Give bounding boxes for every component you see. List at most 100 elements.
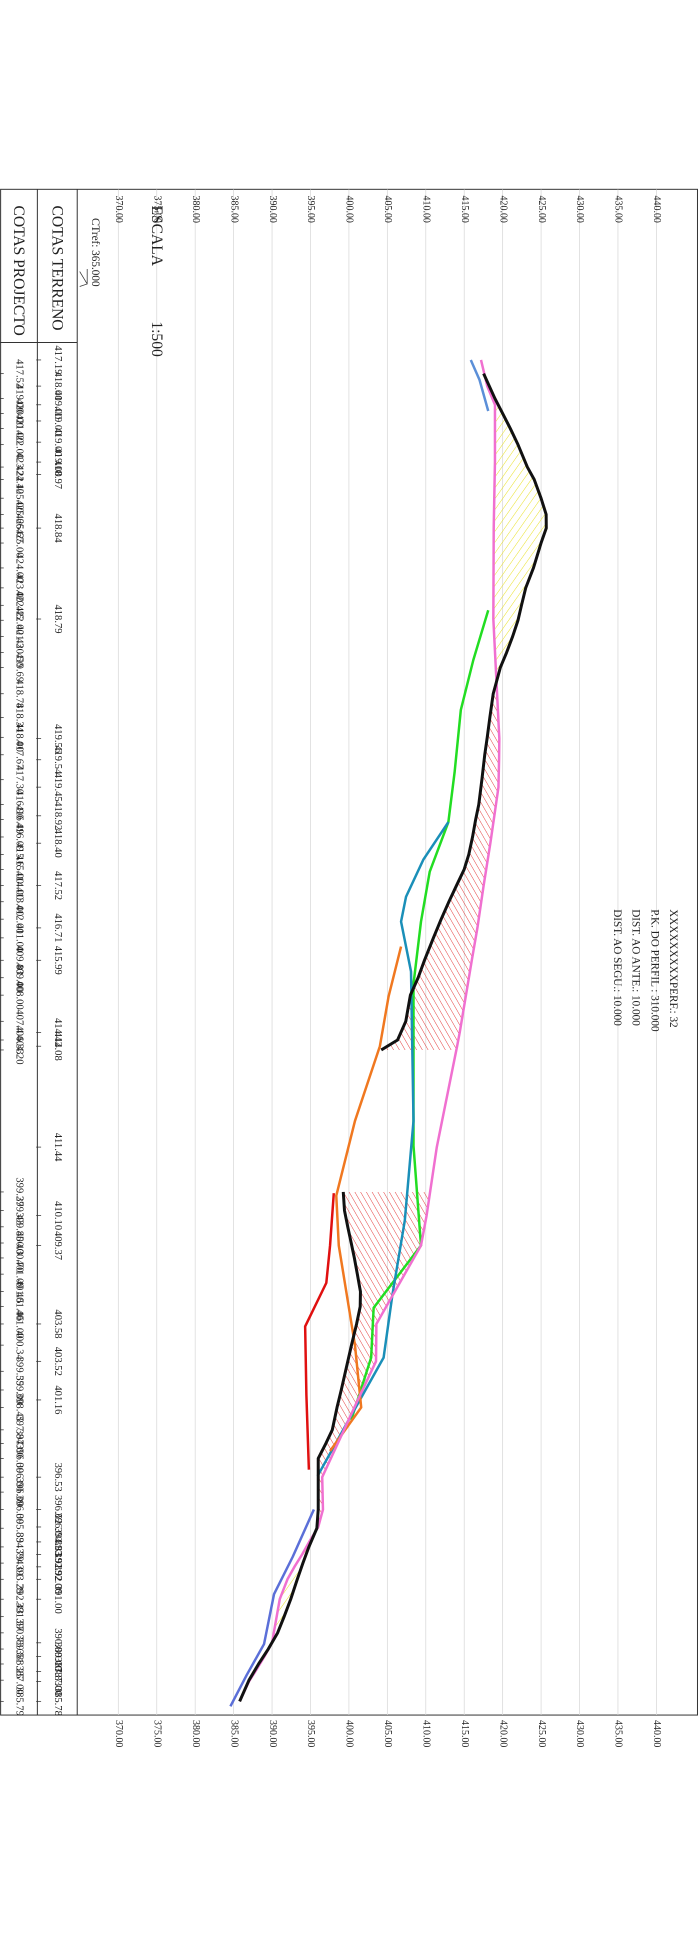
hatch-strip [414, 982, 469, 986]
elevation-label: 391.57 [13, 1602, 24, 1631]
hatch-strip [419, 972, 470, 976]
hatch-strip [464, 865, 487, 869]
axis-label: 440.00 [651, 1720, 662, 1747]
hatch-strip [425, 955, 473, 958]
hatch-strip [494, 417, 506, 420]
elevation-label: 421.3 [13, 625, 24, 649]
hatch-strip [356, 1269, 408, 1272]
elevation-label: 400.34 [13, 1331, 24, 1361]
hatch-strip [280, 1595, 292, 1598]
hatch-strip [359, 1289, 397, 1292]
elevation-label: 399.43 [13, 1196, 24, 1225]
hatch-strip [349, 1234, 424, 1237]
hatch-strip [490, 713, 499, 717]
reference-level: CTref: 365.000 [89, 218, 101, 287]
hatch-strip [488, 728, 499, 732]
hatch-strip [343, 1378, 368, 1382]
hatch-strip [458, 878, 485, 881]
hatch-strip [493, 524, 547, 527]
hatch-strip [493, 519, 547, 522]
hatch-strip [360, 1291, 395, 1295]
elevation-label: 396.53 [52, 1463, 63, 1492]
hatch-strip [493, 561, 536, 565]
hatch-strip [279, 1600, 291, 1603]
hatch-strip [494, 469, 531, 473]
hatch-strip [407, 1007, 464, 1011]
hatch-strip [478, 800, 497, 804]
hatch-strip [277, 1607, 288, 1611]
dist-ante: DIST. AO ANTE.: 10.000 [630, 909, 642, 1026]
elevation-label: 422.45 [13, 591, 24, 620]
hatch-strip [353, 1333, 377, 1337]
hatch-strip [494, 447, 521, 450]
hatch-strip [409, 995, 466, 998]
hatch-strip [360, 1299, 391, 1302]
hatch-strip [493, 596, 524, 600]
elevation-label: 414.42 [52, 1018, 63, 1047]
hatch-strip [485, 748, 500, 752]
hatch-strip [338, 1398, 359, 1402]
elevation-label: 397.84 [13, 1415, 24, 1445]
hatch-strip [356, 1271, 407, 1275]
hatch-strip [337, 1403, 357, 1407]
column-title: COTAS PROJECTO [10, 206, 27, 336]
hatch-strip [493, 599, 523, 602]
hatch-strip [495, 653, 506, 657]
hatch-strip [419, 970, 471, 973]
hatch-strip [357, 1276, 404, 1280]
hatch-strip [437, 925, 478, 928]
hatch-strip [283, 1588, 295, 1591]
hatch-strip [331, 1428, 345, 1432]
hatch-strip [340, 1388, 364, 1392]
hatch-strip [410, 992, 467, 996]
hatch-strip [351, 1343, 377, 1347]
hatch-strip [442, 912, 480, 916]
hatch-strip [479, 793, 498, 796]
hatch-strip [334, 1418, 350, 1422]
hatch-strip [279, 1597, 292, 1601]
hatch-strip [494, 462, 527, 465]
hatch-strip [494, 434, 515, 438]
hatch-strip [493, 559, 537, 562]
elevation-label: 393.91 [52, 1540, 63, 1569]
hatch-strip [440, 917, 479, 921]
hatch-strip [494, 464, 528, 468]
hatch-strip [415, 980, 469, 983]
elevation-label: 400.70 [13, 1243, 24, 1272]
layer-line [350, 609, 490, 1421]
hatch-strip [285, 1580, 297, 1584]
column-title: COTAS TERRENO [48, 206, 65, 331]
axis-label: 405.00 [382, 196, 393, 223]
hatch-strip [404, 1022, 462, 1026]
elevation-label: 419.69 [13, 653, 24, 682]
elevation-label: 404.20 [13, 1035, 24, 1064]
hatch-strip [477, 808, 496, 811]
hatch-strip [339, 1393, 361, 1397]
hatch-strip [483, 763, 500, 766]
hatch-strip [450, 895, 483, 899]
hatch-strip [486, 741, 500, 744]
elevation-label: 416.09 [13, 822, 24, 851]
hatch-strip [422, 962, 472, 966]
hatch-strip [493, 566, 534, 570]
elevation-label: 401.16 [52, 1385, 63, 1414]
elevation-label: 403.58 [52, 1309, 63, 1338]
hatch-strip [344, 1209, 428, 1212]
elevation-label: 396.62 [52, 1495, 63, 1524]
elevation-label: 401.5 [13, 1280, 24, 1304]
hatch-strip [289, 1573, 300, 1576]
hatch-strip [493, 623, 517, 627]
elevation-label: 387.83 [52, 1657, 63, 1686]
hatch-strip [449, 898, 482, 901]
hatch-strip [353, 1251, 418, 1255]
hatch-strip [357, 1318, 380, 1322]
hatch-strip [393, 1039, 459, 1043]
hatch-strip [494, 496, 542, 500]
grid [117, 189, 657, 1716]
axis-label: 420.00 [497, 196, 508, 223]
hatch-strip [494, 501, 544, 505]
layer-line [316, 821, 450, 1477]
hatch-strip [472, 835, 492, 839]
elevation-label: 389.00 [52, 1642, 63, 1671]
